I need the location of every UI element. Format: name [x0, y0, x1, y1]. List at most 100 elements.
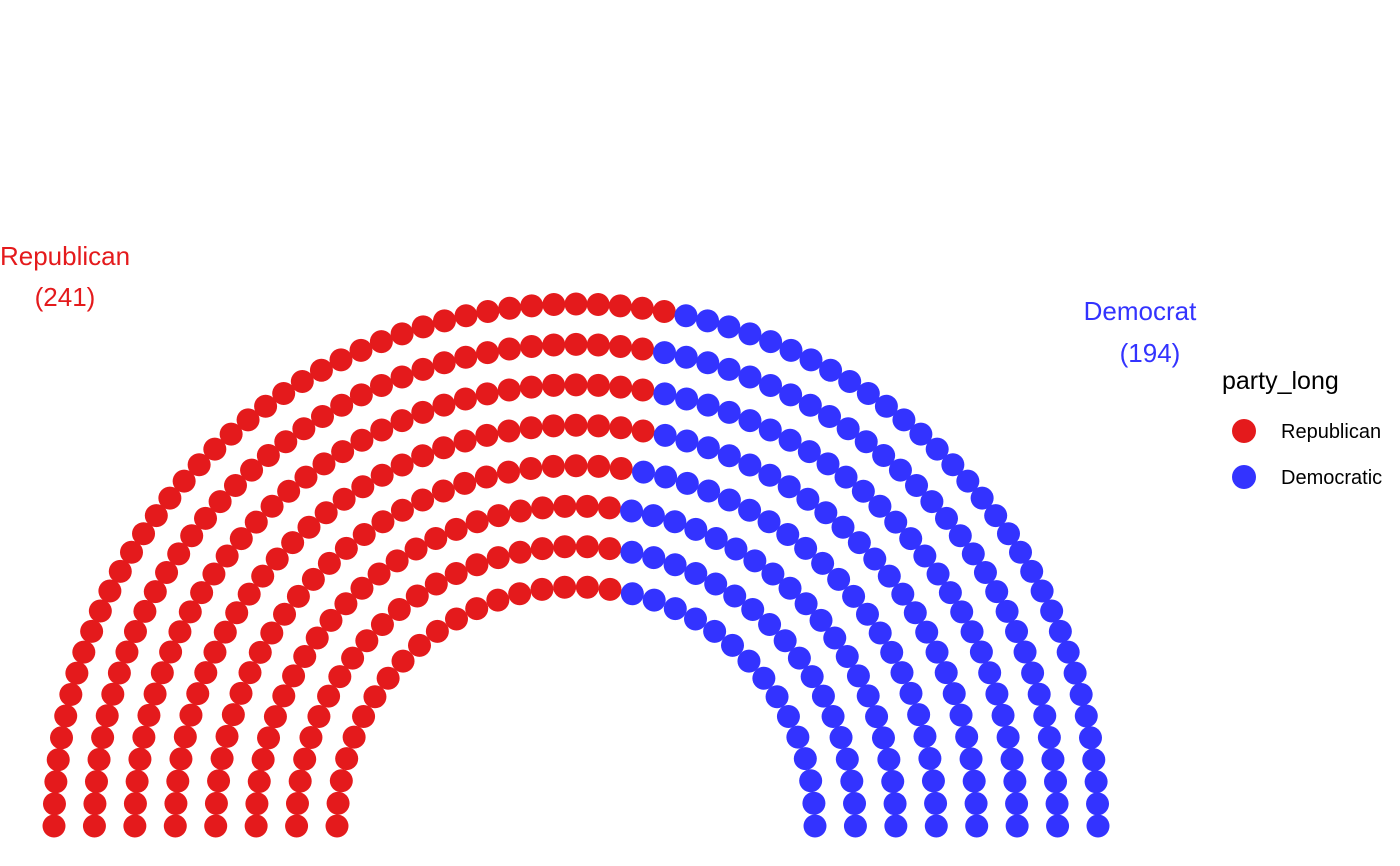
seat-republican [80, 619, 104, 643]
seat-democratic [973, 560, 997, 584]
seat-democratic [663, 510, 687, 534]
seat-republican [314, 501, 338, 525]
seat-democratic [793, 747, 817, 771]
seat-democratic [959, 747, 983, 771]
seat-democratic [1084, 770, 1108, 794]
seat-democratic [868, 621, 892, 645]
seat-democratic [924, 791, 948, 815]
seat-republican [425, 619, 449, 643]
seat-republican [82, 814, 106, 838]
seat-republican [608, 294, 632, 318]
seat-republican [317, 551, 341, 575]
seat-republican [631, 419, 655, 443]
seat-democratic [779, 383, 803, 407]
seat-republican [586, 414, 610, 438]
seat-democratic [684, 517, 708, 541]
seat-democratic [1041, 747, 1065, 771]
seat-democratic [696, 436, 720, 460]
seat-republican [229, 681, 253, 705]
seat-republican [564, 454, 588, 478]
seat-democratic [1045, 792, 1069, 816]
seat-republican [411, 357, 435, 381]
seat-republican [282, 664, 306, 688]
seat-republican [404, 537, 428, 561]
seat-democratic [737, 649, 761, 673]
seat-republican [542, 333, 566, 357]
seat-republican [352, 704, 376, 728]
seat-republican [123, 814, 147, 838]
seat-republican [542, 373, 566, 397]
seat-republican [229, 527, 253, 551]
seat-democratic [863, 547, 887, 571]
seat-republican [190, 581, 214, 605]
seat-democratic [941, 453, 965, 477]
seat-republican [334, 592, 358, 616]
seat-democratic [787, 646, 811, 670]
seat-democratic [1063, 661, 1087, 685]
seat-democratic [921, 769, 945, 793]
seat-democratic [899, 527, 923, 551]
seat-democratic [905, 473, 929, 497]
seat-democratic [816, 452, 840, 476]
seat-democratic [855, 602, 879, 626]
seat-republican [260, 621, 284, 645]
seat-republican [294, 465, 318, 489]
seat-republican [508, 540, 532, 564]
seat-democratic [978, 661, 1002, 685]
seat-republican [475, 423, 499, 447]
seat-democratic [652, 341, 676, 365]
seat-republican [72, 640, 96, 664]
seat-republican [137, 703, 161, 727]
seat-democratic [883, 792, 907, 816]
seat-democratic [925, 437, 949, 461]
seat-republican [498, 296, 522, 320]
seat-republican [411, 444, 435, 468]
seat-democratic [868, 494, 892, 518]
seat-republican [172, 469, 196, 493]
label-democrat-party: Democrat [1084, 296, 1197, 326]
seat-republican [465, 597, 489, 621]
seat-democratic [891, 582, 915, 606]
seat-republican [123, 619, 147, 643]
seat-republican [254, 394, 278, 418]
seat-republican [238, 661, 262, 685]
seat-democratic [741, 598, 765, 622]
seat-republican [237, 582, 261, 606]
seat-democratic [674, 345, 698, 369]
seat-republican [203, 640, 227, 664]
seat-democratic [620, 499, 644, 523]
seat-republican [328, 665, 352, 689]
seat-republican [203, 437, 227, 461]
seat-democratic [1000, 747, 1024, 771]
seat-republican [474, 465, 498, 489]
seat-democratic [880, 640, 904, 664]
seat-democratic [704, 527, 728, 551]
seat-republican [542, 414, 566, 438]
seat-republican [432, 351, 456, 375]
seat-democratic [663, 553, 687, 577]
seat-democratic [856, 382, 880, 406]
seat-republican [350, 576, 374, 600]
seat-republican [407, 633, 431, 657]
seat-democratic [840, 769, 864, 793]
seat-democratic [717, 357, 741, 381]
seat-republican [123, 792, 147, 816]
seat-democratic [811, 684, 835, 708]
seat-republican [332, 487, 356, 511]
seat-democratic [717, 315, 741, 339]
seat-republican [305, 626, 329, 650]
seat-democratic [1013, 640, 1037, 664]
seat-republican [541, 454, 565, 478]
seat-republican [54, 704, 78, 728]
seat-republican [564, 413, 588, 437]
seat-democratic [1003, 769, 1027, 793]
seat-republican [299, 726, 323, 750]
seat-republican [465, 553, 489, 577]
seat-republican [204, 791, 228, 815]
seat-republican [530, 537, 554, 561]
seat-republican [120, 540, 143, 564]
seat-republican [312, 452, 336, 476]
seat-republican [293, 645, 317, 668]
seat-democratic [821, 704, 845, 728]
seat-republican [631, 378, 655, 402]
